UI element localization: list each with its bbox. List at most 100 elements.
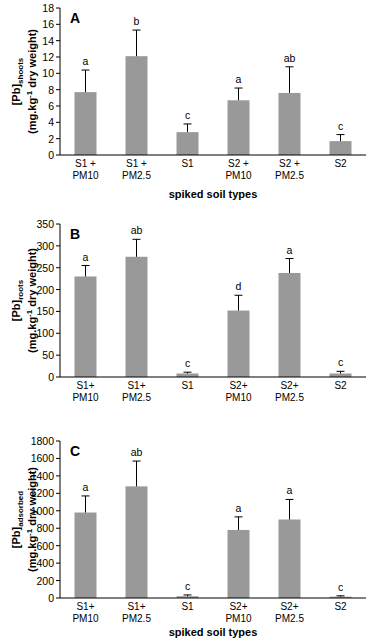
category-line: PM2.5 bbox=[275, 613, 304, 624]
y-unit: (mg.kg-1 dry weight) bbox=[25, 29, 38, 134]
y-tick bbox=[56, 580, 60, 581]
y-label: [Pb]shoots bbox=[10, 57, 25, 105]
bar bbox=[126, 486, 148, 598]
significance-letter: c bbox=[185, 109, 190, 121]
figure: 024681012141618aS1 +PM10bS1 +PM2.5cS1aS2… bbox=[0, 0, 369, 642]
category-line: S1 + bbox=[126, 158, 147, 169]
category-line: S1+ bbox=[76, 601, 94, 612]
y-tick bbox=[56, 40, 60, 41]
category-line: PM10 bbox=[225, 170, 252, 181]
y-label-sub: roots bbox=[16, 279, 25, 300]
error-bar bbox=[82, 496, 90, 513]
y-tick bbox=[56, 563, 60, 564]
bar bbox=[75, 276, 97, 377]
error-cap bbox=[337, 595, 345, 596]
y-tick bbox=[56, 528, 60, 529]
category-line: PM10 bbox=[72, 392, 99, 403]
category-line: S2+ bbox=[229, 380, 247, 391]
y-tick bbox=[56, 106, 60, 107]
panel: 024681012141618aS1 +PM10bS1 +PM2.5cS1aS2… bbox=[10, 2, 366, 200]
error-bar bbox=[286, 499, 294, 519]
x-label: spiked soil types bbox=[169, 626, 258, 638]
error-cap bbox=[184, 372, 192, 373]
significance-letter: a bbox=[287, 484, 293, 496]
y-unit-part: dry weight) bbox=[26, 467, 38, 529]
error-cap bbox=[286, 499, 294, 500]
y-tick bbox=[56, 598, 60, 599]
y-tick bbox=[56, 510, 60, 511]
significance-letter: c bbox=[338, 581, 343, 593]
bar bbox=[126, 257, 148, 377]
category-label: S2 +PM10 bbox=[225, 158, 252, 181]
category-line: PM2.5 bbox=[122, 170, 151, 181]
error-stem bbox=[136, 30, 137, 56]
category-line: PM10 bbox=[72, 613, 99, 624]
error-bar bbox=[184, 595, 192, 596]
significance-letter: a bbox=[236, 502, 242, 514]
y-tick-label: 1600 bbox=[31, 452, 55, 464]
error-cap bbox=[82, 265, 90, 266]
error-bar bbox=[82, 266, 90, 277]
error-cap bbox=[235, 295, 243, 296]
y-tick bbox=[56, 155, 60, 156]
error-cap bbox=[133, 30, 141, 31]
error-stem bbox=[187, 124, 188, 132]
category-label: S2+PM2.5 bbox=[275, 380, 304, 403]
bars bbox=[75, 239, 352, 377]
category-label: S1+PM10 bbox=[72, 601, 99, 624]
y-tick-label: 8 bbox=[48, 84, 54, 96]
error-bar bbox=[337, 595, 345, 597]
y-tick-label: 200 bbox=[36, 575, 54, 587]
error-cap bbox=[133, 239, 141, 240]
y-unit-part: (mg.kg bbox=[26, 317, 38, 353]
x-axis bbox=[60, 155, 366, 156]
error-stem bbox=[85, 266, 86, 277]
y-tick-label: 600 bbox=[36, 540, 54, 552]
error-stem bbox=[238, 517, 239, 530]
category-label: S2+PM2.5 bbox=[275, 601, 304, 624]
category-line: PM10 bbox=[72, 170, 99, 181]
y-tick-label: 100 bbox=[36, 327, 54, 339]
bar bbox=[330, 374, 352, 377]
y-unit: (mg.kg-1 dry weight) bbox=[25, 248, 38, 353]
y-tick-label: 350 bbox=[36, 218, 54, 230]
bar bbox=[228, 100, 250, 155]
y-label: [Pb]roots bbox=[10, 279, 25, 321]
significance-letter: a bbox=[83, 481, 89, 493]
y-tick bbox=[56, 458, 60, 459]
category-line: S1+ bbox=[127, 601, 145, 612]
error-stem bbox=[289, 499, 290, 519]
y-tick bbox=[56, 245, 60, 246]
y-tick bbox=[56, 57, 60, 58]
y-tick bbox=[56, 224, 60, 225]
y-tick bbox=[56, 545, 60, 546]
bar bbox=[75, 513, 97, 598]
category-label: S1 bbox=[181, 601, 194, 612]
y-tick bbox=[56, 89, 60, 90]
y-tick-label: 200 bbox=[36, 284, 54, 296]
error-stem bbox=[289, 67, 290, 93]
y-tick bbox=[56, 8, 60, 9]
significance-letter: c bbox=[185, 357, 190, 369]
category-line: PM2.5 bbox=[275, 392, 304, 403]
category-label: S1 +PM10 bbox=[72, 158, 99, 181]
error-bar bbox=[286, 259, 294, 273]
significance-letter: ab bbox=[131, 224, 143, 236]
x-label: spiked soil types bbox=[169, 188, 258, 200]
category-line: PM2.5 bbox=[122, 613, 151, 624]
error-bar bbox=[235, 295, 243, 310]
error-cap bbox=[82, 70, 90, 71]
category-line: S2 + bbox=[228, 158, 249, 169]
category-line: S2+ bbox=[229, 601, 247, 612]
y-tick-label: 12 bbox=[42, 51, 54, 63]
error-bar bbox=[133, 461, 141, 486]
error-bar bbox=[133, 239, 141, 256]
error-cap bbox=[184, 594, 192, 595]
y-tick-label: 50 bbox=[42, 349, 54, 361]
bar bbox=[177, 374, 199, 377]
panel-letter: C bbox=[70, 443, 80, 459]
panel-letter: A bbox=[70, 10, 80, 26]
category-line: S1+ bbox=[127, 380, 145, 391]
error-bar bbox=[286, 67, 294, 93]
category-line: PM2.5 bbox=[122, 392, 151, 403]
